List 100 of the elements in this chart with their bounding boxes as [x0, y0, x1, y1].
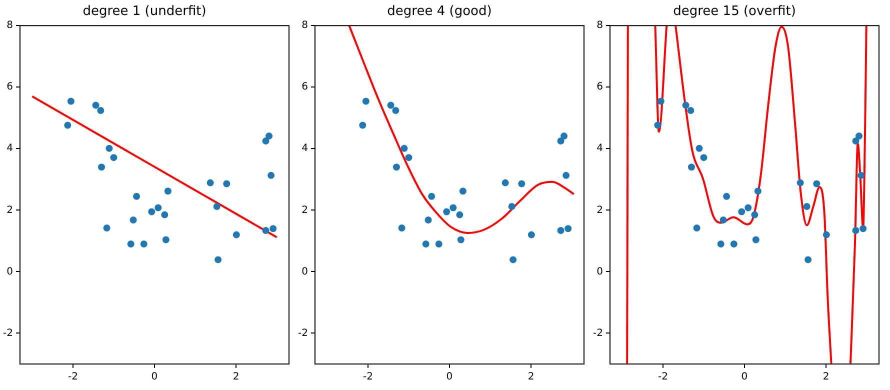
point: [856, 132, 863, 140]
point: [852, 137, 860, 144]
point: [752, 236, 760, 244]
point: [130, 216, 137, 224]
y-tick-label: 6: [596, 82, 603, 93]
point: [97, 107, 104, 114]
point: [154, 204, 162, 212]
point: [133, 192, 140, 200]
point: [860, 225, 867, 232]
x-tick-label: -2: [362, 372, 373, 383]
point: [700, 154, 708, 162]
y-tick-label: 4: [302, 143, 308, 154]
line-series: [348, 26, 575, 234]
point: [730, 240, 738, 248]
y-tick-label: 2: [302, 204, 308, 216]
point: [693, 224, 700, 232]
x-tick-label: 2: [822, 372, 830, 383]
point: [562, 172, 570, 179]
point: [459, 188, 466, 195]
chart-title: degree 1 (underfit): [82, 4, 206, 20]
y-tick-label: 0: [6, 266, 13, 278]
x-tick-label: -2: [658, 372, 668, 383]
point: [852, 226, 860, 234]
point: [502, 179, 509, 186]
point: [103, 224, 110, 232]
point: [822, 231, 830, 238]
point: [723, 192, 730, 200]
point: [682, 102, 690, 109]
y-tick-label: 4: [6, 143, 13, 154]
point: [92, 102, 100, 109]
point: [858, 172, 865, 179]
point: [214, 256, 222, 264]
y-tick-label: 8: [6, 20, 13, 32]
point: [223, 180, 230, 188]
point: [443, 208, 450, 216]
point: [804, 256, 812, 264]
point: [127, 240, 134, 248]
point: [720, 216, 727, 224]
x-tick-label: 2: [232, 372, 240, 383]
point: [803, 202, 810, 210]
point: [262, 226, 270, 234]
point: [557, 226, 564, 234]
point: [518, 180, 526, 188]
x-tick-label: 0: [741, 372, 748, 383]
point: [206, 179, 214, 186]
x-tick-label: -2: [68, 372, 78, 383]
y-tick-label: -2: [298, 328, 308, 339]
point: [162, 236, 170, 244]
point: [392, 107, 400, 114]
point: [657, 98, 664, 105]
point: [435, 240, 442, 248]
point: [696, 144, 703, 152]
point: [148, 208, 156, 216]
point: [262, 137, 270, 144]
point: [405, 154, 412, 162]
point: [424, 216, 432, 224]
point: [387, 102, 394, 109]
y-tick-label: 2: [6, 204, 13, 216]
point: [140, 240, 148, 248]
point: [428, 192, 436, 200]
point: [164, 188, 172, 195]
point: [362, 98, 370, 105]
y-tick-label: 6: [6, 82, 13, 93]
point: [687, 107, 694, 114]
point: [717, 240, 724, 248]
point: [560, 132, 568, 140]
point: [450, 204, 457, 212]
point: [161, 211, 168, 218]
y-tick-label: 4: [596, 143, 603, 154]
point: [400, 144, 408, 152]
point: [508, 202, 516, 210]
y-tick-label: 8: [596, 20, 603, 32]
point: [398, 224, 406, 232]
point: [813, 180, 820, 188]
point: [557, 137, 564, 144]
point: [738, 208, 746, 216]
point: [268, 172, 275, 179]
point: [528, 231, 535, 238]
chart-title: degree 15 (overfit): [673, 4, 796, 20]
point: [213, 202, 220, 210]
point: [422, 240, 430, 248]
point: [392, 164, 400, 171]
point: [270, 225, 277, 232]
point: [67, 98, 74, 105]
point: [98, 164, 105, 171]
point: [796, 179, 804, 186]
x-tick-label: 0: [446, 372, 453, 383]
y-tick-label: -2: [592, 328, 603, 339]
point: [110, 154, 118, 162]
chart-title: degree 4 (good): [387, 4, 492, 20]
y-tick-label: 2: [596, 204, 603, 216]
point: [654, 122, 662, 129]
x-tick-label: 0: [151, 372, 158, 383]
point: [688, 164, 695, 171]
point: [64, 122, 72, 129]
point: [751, 211, 758, 218]
y-tick-label: 8: [302, 20, 308, 32]
point: [754, 188, 762, 195]
y-tick-label: 0: [302, 266, 308, 278]
point: [457, 236, 464, 244]
